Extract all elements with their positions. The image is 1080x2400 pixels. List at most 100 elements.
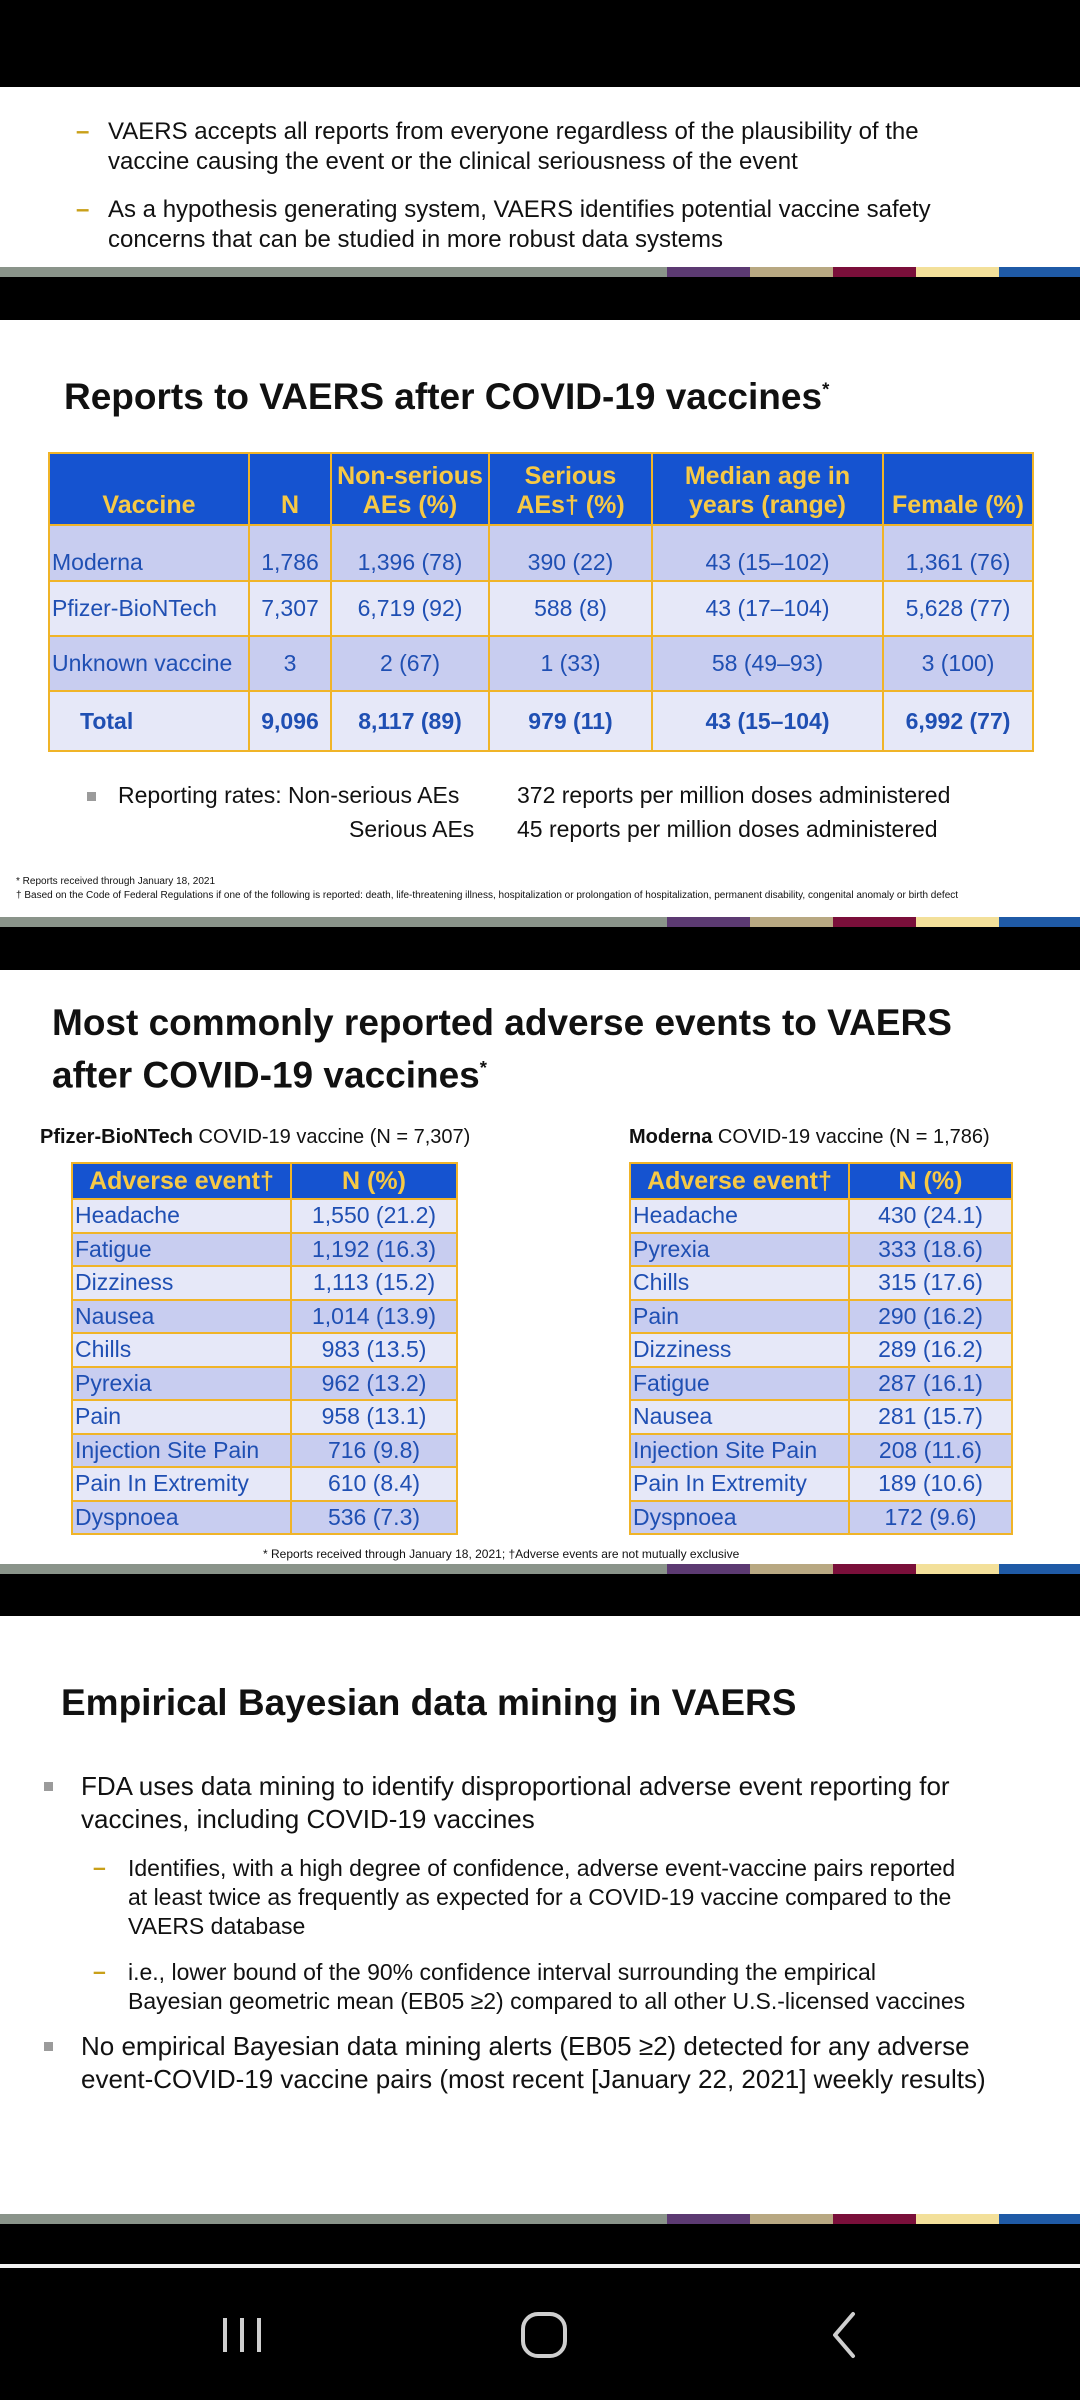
system-navigation-bar [0,2270,1080,2400]
cell-n-pct: 1,113 (15.2) [290,1265,458,1301]
bullet-marker [44,2042,53,2051]
table-row: Headache 430 (24.1) [629,1198,1013,1234]
cell-adverse-event: Nausea [629,1399,850,1435]
cell-adverse-event: Injection Site Pain [629,1432,850,1468]
bullet-line: vaccine causing the event or the clinica… [108,148,798,175]
home-icon [521,2312,567,2358]
table-row: Injection Site Pain 208 (11.6) [629,1432,1013,1468]
footnote: † Based on the Code of Federal Regulatio… [16,890,959,901]
cell-vaccine: Unknown vaccine [48,635,250,692]
cell-n-pct: 315 (17.6) [848,1265,1013,1301]
cell-adverse-event: Dizziness [71,1265,292,1301]
home-button[interactable] [474,2270,614,2400]
cell-n-pct: 289 (16.2) [848,1332,1013,1368]
cell-vaccine: Total [48,690,250,752]
slide-2: Reports to VAERS after COVID-19 vaccines… [0,320,1080,917]
cell-n-pct: 536 (7.3) [290,1499,458,1535]
slide-4: Empirical Bayesian data mining in VAERS … [0,1616,1080,2214]
pfizer-adverse-events-table: Adverse event† N (%) Headache 1,550 (21.2)… [71,1162,458,1535]
cell-adverse-event: Pain [71,1399,292,1435]
cell-n-pct: 430 (24.1) [848,1198,1013,1234]
slide-1-fragment: – VAERS accepts all reports from everyon… [0,87,1080,267]
dash-marker: – [76,196,90,223]
cell-n: 3 [248,635,332,692]
footer-stripe [0,267,1080,277]
cell-vaccine: Pfizer-BioNTech [48,580,250,637]
vaers-reports-table: Vaccine N Non-serious AEs (%) Serious AEs†… [48,452,1034,752]
cell-female: 1,361 (76) [882,524,1034,582]
header-n-pct: N (%) [848,1162,1013,1200]
cell-n-pct: 1,192 (16.3) [290,1231,458,1267]
cell-n-pct: 333 (18.6) [848,1231,1013,1267]
table-row: Pain In Extremity 610 (8.4) [71,1466,458,1502]
cell-adverse-event: Dizziness [629,1332,850,1368]
divider [0,2264,1080,2268]
cell-median-age: 43 (15–102) [651,524,884,582]
bullet-line: concerns that can be studied in more rob… [108,226,723,253]
cell-n-pct: 983 (13.5) [290,1332,458,1368]
cell-n-pct: 1,550 (21.2) [290,1198,458,1234]
cell-nonserious: 6,719 (92) [330,580,490,637]
cell-adverse-event: Chills [71,1332,292,1368]
dash-text: i.e., lower bound of the 90% confidence … [128,1959,966,2014]
cell-median-age: 43 (15–104) [651,690,884,752]
table-row: Pyrexia 333 (18.6) [629,1231,1013,1267]
cell-serious: 588 (8) [488,580,653,637]
cell-nonserious: 1,396 (78) [330,524,490,582]
cell-n-pct: 716 (9.8) [290,1432,458,1468]
bullet-line: As a hypothesis generating system, VAERS… [108,196,931,223]
table-row: Dyspnoea 172 (9.6) [629,1499,1013,1535]
table-total-row: Total 9,096 8,117 (89) 979 (11) 43 (15–1… [48,690,1034,752]
table-row: Injection Site Pain 716 (9.8) [71,1432,458,1468]
cell-n: 7,307 [248,580,332,637]
cell-n-pct: 290 (16.2) [848,1298,1013,1334]
cell-adverse-event: Pyrexia [629,1231,850,1267]
cell-n-pct: 281 (15.7) [848,1399,1013,1435]
bullet-text: No empirical Bayesian data mining alerts… [81,2031,986,2094]
header-n: N [248,452,332,526]
header-female: Female (%) [882,452,1034,526]
cell-female: 6,992 (77) [882,690,1034,752]
cell-n-pct: 172 (9.6) [848,1499,1013,1535]
slide-title: Most commonly reported adverse events to… [52,1002,952,1096]
bullet-text: FDA uses data mining to identify disprop… [81,1771,950,1834]
cell-adverse-event: Pyrexia [71,1365,292,1401]
cell-adverse-event: Nausea [71,1298,292,1334]
dash-marker: – [76,118,90,145]
table-row: Pain 290 (16.2) [629,1298,1013,1334]
rate-label-serious: Serious AEs [349,816,475,842]
pfizer-table-caption: Pfizer-BioNTech COVID-19 vaccine (N = 7,… [40,1126,471,1148]
cell-n-pct: 610 (8.4) [290,1466,458,1502]
cell-nonserious: 8,117 (89) [330,690,490,752]
table-row: Pain In Extremity 189 (10.6) [629,1466,1013,1502]
cell-adverse-event: Pain In Extremity [629,1466,850,1502]
cell-serious: 979 (11) [488,690,653,752]
moderna-table-caption: Moderna COVID-19 vaccine (N = 1,786) [629,1126,990,1148]
slide-title: Empirical Bayesian data mining in VAERS [61,1682,797,1723]
table-row: Nausea 281 (15.7) [629,1399,1013,1435]
cell-vaccine: Moderna [48,524,250,582]
table-row: Headache 1,550 (21.2) [71,1198,458,1234]
footnote: * Reports received through January 18, 2… [16,876,216,887]
cell-median-age: 58 (49–93) [651,635,884,692]
dash-bullet: – As a hypothesis generating system, VAE… [76,195,931,255]
rate-value-nonserious: 372 reports per million doses administer… [517,782,951,808]
cell-median-age: 43 (17–104) [651,580,884,637]
footer-stripe [0,917,1080,927]
cell-female: 5,628 (77) [882,580,1034,637]
cell-n-pct: 287 (16.1) [848,1365,1013,1401]
header-median-age: Median age in years (range) [651,452,884,526]
rate-value-serious: 45 reports per million doses administere… [517,816,938,842]
footer-stripe [0,2214,1080,2224]
footnote: * Reports received through January 18, 2… [263,1547,740,1561]
table-row: Pfizer-BioNTech 7,307 6,719 (92) 588 (8)… [48,580,1034,637]
table-row: Nausea 1,014 (13.9) [71,1298,458,1334]
back-button[interactable] [775,2270,915,2400]
cell-adverse-event: Dyspnoea [629,1499,850,1535]
recents-button[interactable] [172,2270,312,2400]
header-serious: Serious AEs† (%) [488,452,653,526]
cell-n-pct: 1,014 (13.9) [290,1298,458,1334]
header-adverse-event: Adverse event† [71,1162,292,1200]
header-n-pct: N (%) [290,1162,458,1200]
table-row: Dizziness 1,113 (15.2) [71,1265,458,1301]
